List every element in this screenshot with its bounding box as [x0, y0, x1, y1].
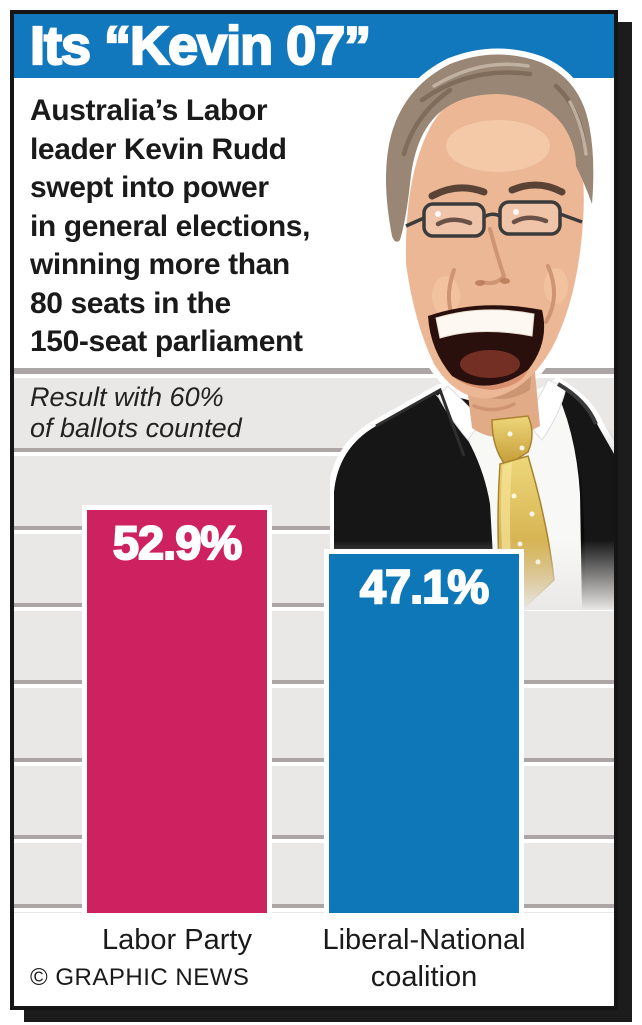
gridline [14, 904, 614, 912]
portrait-svg [328, 48, 614, 642]
chart-note: Result with 60% of ballots counted [30, 382, 242, 443]
title-bar: Its “Kevin 07” [14, 14, 614, 78]
gridline [14, 603, 614, 611]
infographic-frame: Its “Kevin 07” Result with 60% of ballot… [10, 10, 618, 1010]
bar-value-label: 47.1% [359, 559, 490, 614]
gridline [14, 526, 614, 534]
gridline [14, 680, 614, 688]
gridline [14, 758, 614, 766]
category-label-labor: Labor Party [102, 924, 252, 956]
intro-text: Australia’s Labor leader Kevin Rudd swep… [30, 94, 311, 358]
bar: 47.1% [324, 549, 524, 913]
gridline [14, 835, 614, 843]
category-label-coalition: Liberal-National coalition [322, 924, 526, 993]
infographic-content: Its “Kevin 07” Result with 60% of ballot… [14, 14, 614, 1006]
gridline [14, 368, 614, 378]
copyright-credit: © GRAPHIC NEWS [30, 964, 250, 991]
page-title: Its “Kevin 07” [29, 15, 372, 77]
bar-value-label: 52.9% [112, 515, 243, 570]
category-label-band: Labor Party Liberal-National coalition ©… [14, 913, 614, 1006]
gridline [14, 448, 614, 456]
bar: 52.9% [82, 505, 272, 913]
kevin-rudd-photo [328, 24, 614, 642]
